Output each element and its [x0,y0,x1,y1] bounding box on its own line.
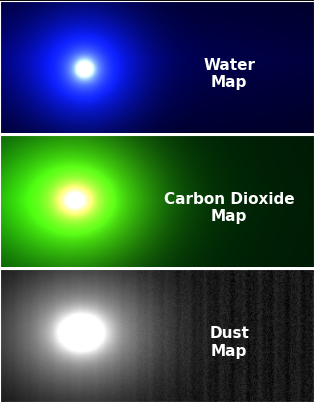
Text: Water
Map: Water Map [203,58,255,90]
Text: Carbon Dioxide
Map: Carbon Dioxide Map [164,192,295,224]
Text: Dust
Map: Dust Map [209,326,249,359]
